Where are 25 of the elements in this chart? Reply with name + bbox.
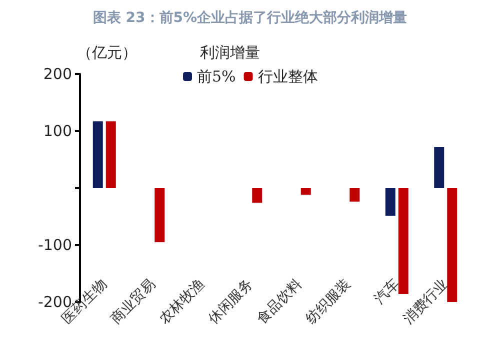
bar bbox=[350, 188, 360, 202]
legend-title: 利润增量 bbox=[200, 44, 260, 62]
bar bbox=[92, 121, 103, 188]
y-tick-label: 100 bbox=[43, 122, 72, 140]
x-tick-label: 消费行业 bbox=[400, 276, 452, 328]
legend-label: 行业整体 bbox=[258, 68, 318, 86]
bar bbox=[154, 188, 165, 242]
bar bbox=[252, 188, 262, 203]
x-tick-label: 商业贸易 bbox=[108, 276, 159, 328]
x-tick-label: 休闲服务 bbox=[205, 276, 256, 328]
bar bbox=[385, 188, 396, 216]
bar bbox=[434, 146, 444, 188]
x-tick-label: 汽车 bbox=[371, 276, 403, 308]
x-tick-label: 纺织服装 bbox=[302, 276, 354, 328]
bar bbox=[447, 188, 458, 302]
y-axis-title: （亿元） bbox=[77, 44, 137, 62]
chart-title: 图表 23：前5%企业占据了行业绝大部分利润增量 bbox=[92, 9, 408, 26]
bar bbox=[300, 188, 311, 195]
bar bbox=[106, 121, 116, 188]
y-tick-label: -100 bbox=[38, 236, 72, 254]
bar bbox=[398, 188, 408, 294]
x-tick-label: 农林牧渔 bbox=[156, 276, 208, 328]
legend-label: 前5% bbox=[197, 68, 236, 86]
y-tick-label: 200 bbox=[43, 65, 72, 83]
x-tick-label: 食品饮料 bbox=[254, 276, 306, 328]
